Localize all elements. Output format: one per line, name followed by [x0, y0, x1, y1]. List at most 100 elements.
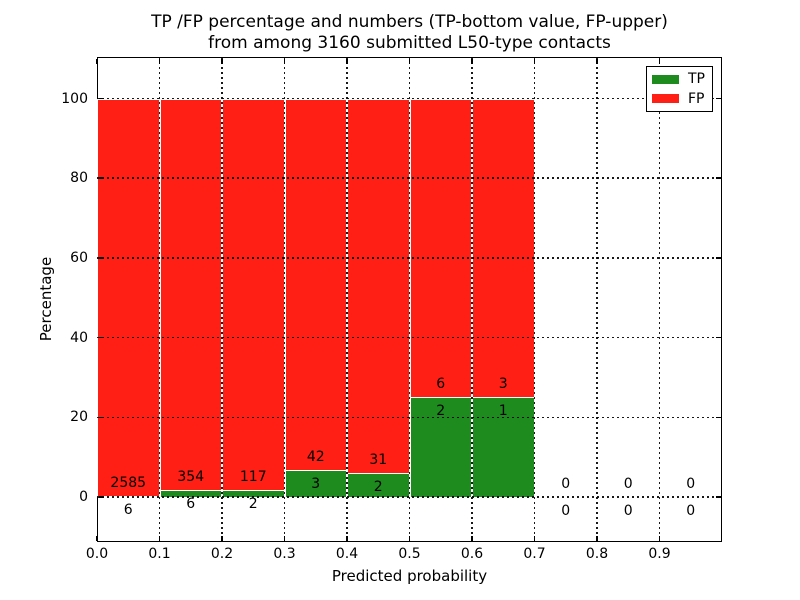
- fp-bar: [159, 98, 222, 491]
- tp-bar: [284, 470, 347, 497]
- legend-label-fp: FP: [688, 90, 705, 107]
- y-tick: [98, 257, 104, 259]
- x-tick-label: 0.9: [648, 546, 671, 562]
- tp-count-label: 6: [186, 496, 196, 513]
- fp-count-label: 117: [239, 469, 267, 486]
- tp-count-label: 6: [123, 502, 133, 519]
- x-gridline: [658, 57, 661, 542]
- x-tick-top: [96, 58, 98, 64]
- chart-title-line2: from among 3160 submitted L50-type conta…: [208, 33, 611, 53]
- fp-bar: [347, 98, 410, 473]
- tp-count-label: 3: [311, 476, 321, 493]
- y-tick-right: [715, 496, 721, 498]
- fp-bar: [222, 98, 285, 491]
- fp-count-label: 31: [369, 451, 388, 468]
- y-tick: [98, 177, 104, 179]
- x-tick-top: [596, 58, 598, 64]
- x-tick-top: [408, 58, 411, 64]
- fp-swatch-icon: [652, 94, 679, 104]
- x-tick: [533, 535, 536, 541]
- fp-bar: [472, 98, 535, 398]
- y-tick-right: [715, 336, 721, 339]
- x-tick: [96, 535, 98, 541]
- y-tick: [98, 496, 104, 498]
- x-gridline: [158, 57, 161, 542]
- fp-count-label: 6: [436, 376, 446, 393]
- y-gridline: [97, 416, 722, 419]
- y-tick-label: 40: [70, 329, 88, 346]
- y-tick: [98, 416, 104, 419]
- fp-count-label: 42: [306, 449, 325, 466]
- y-gridline: [97, 177, 722, 179]
- chart-title-line1: TP /FP percentage and numbers (TP-bottom…: [151, 12, 668, 32]
- x-tick: [596, 535, 598, 541]
- y-tick-label: 20: [70, 409, 88, 426]
- fp-count-label: 0: [561, 476, 571, 492]
- y-tick-label: 0: [79, 489, 88, 505]
- x-tick-label: 0.1: [148, 546, 171, 562]
- y-axis-label: Percentage: [37, 256, 55, 342]
- x-gridline: [471, 57, 473, 542]
- x-axis-label: Predicted probability: [331, 567, 488, 585]
- tp-count-label: 0: [623, 503, 633, 519]
- fp-count-label: 0: [686, 476, 696, 492]
- y-gridline: [97, 496, 722, 498]
- x-tick-top: [283, 58, 286, 64]
- tp-count-label: 0: [561, 503, 571, 519]
- tp-bar: [347, 472, 410, 497]
- legend: TP FP: [646, 66, 713, 112]
- y-tick: [98, 97, 104, 100]
- y-tick-right: [715, 97, 721, 100]
- x-tick-top: [158, 58, 161, 64]
- x-tick-label: 0.8: [585, 546, 609, 562]
- fp-bar: [409, 98, 472, 398]
- tp-count-label: 1: [498, 403, 508, 420]
- x-tick: [658, 535, 661, 541]
- tp-swatch-icon: [652, 74, 679, 84]
- y-gridline: [97, 97, 722, 100]
- x-tick-top: [346, 58, 348, 64]
- tp-bar: [409, 397, 472, 497]
- x-tick-label: 0.0: [85, 546, 109, 562]
- y-tick: [98, 336, 104, 339]
- fp-bar: [284, 98, 347, 471]
- tp-count-label: 2: [248, 496, 258, 513]
- fp-count-label: 3: [498, 376, 508, 393]
- tp-count-label: 0: [686, 503, 696, 519]
- legend-item-fp: FP: [652, 92, 712, 106]
- x-tick-label: 0.4: [335, 546, 359, 562]
- x-tick-top: [658, 58, 661, 64]
- x-tick-top: [471, 58, 473, 64]
- x-tick-label: 0.3: [273, 546, 296, 562]
- x-gridline: [283, 57, 286, 542]
- fp-count-label: 354: [177, 469, 205, 486]
- x-tick-label: 0.2: [210, 546, 234, 562]
- legend-item-tp: TP: [652, 72, 712, 86]
- x-gridline: [221, 57, 223, 542]
- y-tick-label: 80: [70, 170, 88, 187]
- x-tick: [158, 535, 161, 541]
- legend-label-tp: TP: [688, 71, 705, 88]
- x-tick: [346, 535, 348, 541]
- x-tick-label: 0.6: [460, 546, 484, 562]
- x-tick: [471, 535, 473, 541]
- x-tick: [221, 535, 223, 541]
- tp-count-label: 2: [436, 403, 446, 420]
- x-tick-label: 0.7: [523, 546, 546, 562]
- x-gridline: [346, 57, 348, 542]
- y-gridline: [97, 336, 722, 339]
- y-tick-right: [715, 177, 721, 179]
- fp-bar: [97, 98, 160, 497]
- fp-count-label: 2585: [110, 475, 147, 492]
- fp-count-label: 0: [623, 476, 633, 492]
- x-tick-top: [221, 58, 223, 64]
- x-tick-top: [533, 58, 536, 64]
- y-tick-label: 60: [70, 249, 88, 266]
- tp-count-label: 2: [373, 478, 383, 495]
- y-tick-label: 100: [61, 90, 88, 107]
- y-tick-right: [715, 416, 721, 419]
- x-gridline: [408, 57, 411, 542]
- y-tick-right: [715, 257, 721, 259]
- x-tick: [408, 535, 411, 541]
